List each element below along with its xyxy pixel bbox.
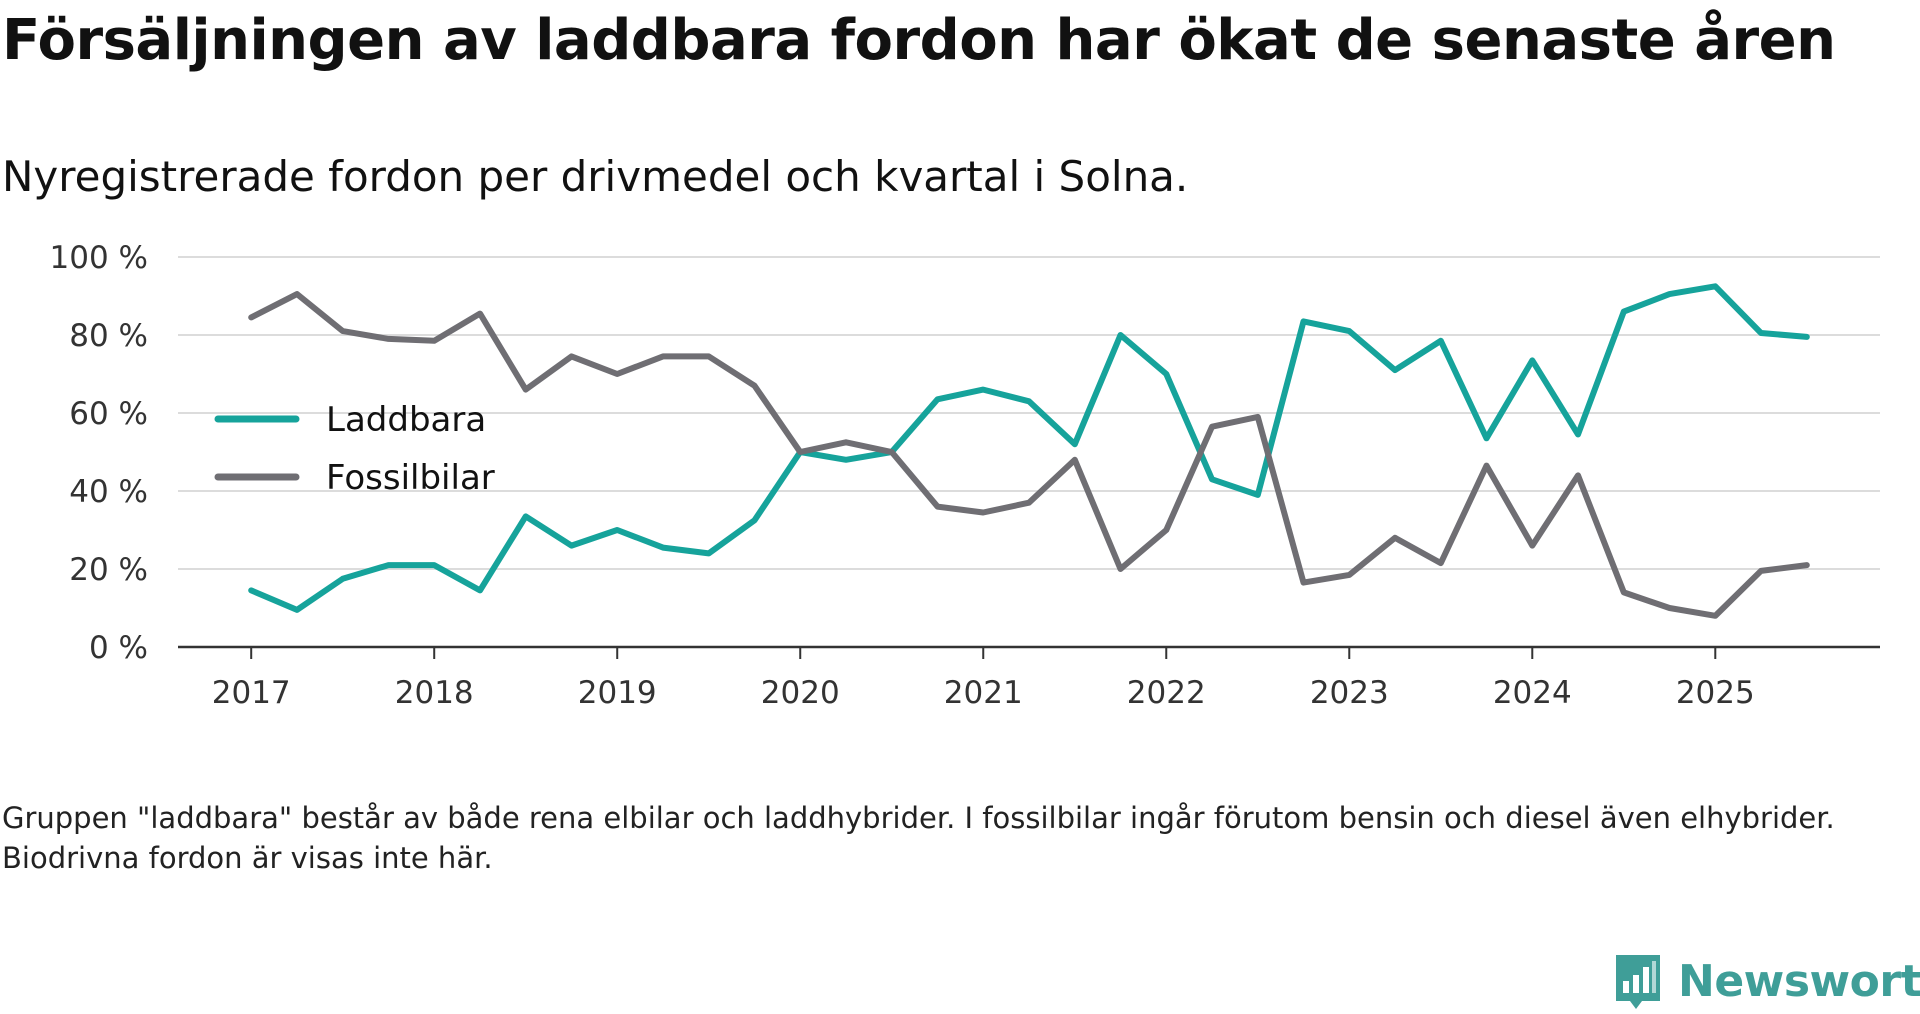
legend-label-fossilbilar: Fossilbilar [326,458,495,498]
gridlines [178,256,1880,570]
newsworthy-logo-icon [1616,955,1660,1009]
x-tick-label: 2018 [395,675,474,711]
brand-logo: Newsworthy [1612,948,1920,1014]
y-tick-label: 60 % [69,396,148,432]
x-tick-label: 2019 [578,675,657,711]
legend: Laddbara Fossilbilar [214,400,495,498]
legend-label-laddbara: Laddbara [326,400,486,440]
x-axis: 2017 2018 2019 2020 2021 2022 2023 2024 2025 [178,645,1880,711]
x-tick-label: 2021 [944,675,1023,711]
x-tick-label: 2017 [212,675,291,711]
line-chart: 0 % 20 % 40 % 60 % 80 % 100 % 2017 2018 2019 202… [50,240,1880,711]
x-tick-label: 2020 [761,675,840,711]
y-tick-label: 40 % [69,474,148,510]
chart-subtitle: Nyregistrerade fordon per drivmedel och … [2,152,1189,201]
y-tick-label: 100 % [50,240,148,276]
y-tick-label: 0 % [89,630,148,666]
series-line-laddbara [248,283,1810,613]
x-tick-label: 2022 [1127,675,1206,711]
y-tick-label: 20 % [69,552,148,588]
x-tick-label: 2023 [1310,675,1389,711]
chart-title: Försäljningen av laddbara fordon har öka… [2,8,1836,73]
series-lines [248,283,1810,619]
series-fossilbilar [248,291,1810,619]
y-tick-label: 80 % [69,318,148,354]
x-tick-label: 2025 [1676,675,1755,711]
x-tick-label: 2024 [1493,675,1572,711]
footnote: Gruppen "laddbara" består av både rena e… [2,801,1835,875]
series-laddbara [248,283,1810,613]
series-line-fossilbilar [248,291,1810,619]
y-axis: 0 % 20 % 40 % 60 % 80 % 100 % [50,240,148,666]
brand-name: Newsworthy [1678,955,1920,1007]
